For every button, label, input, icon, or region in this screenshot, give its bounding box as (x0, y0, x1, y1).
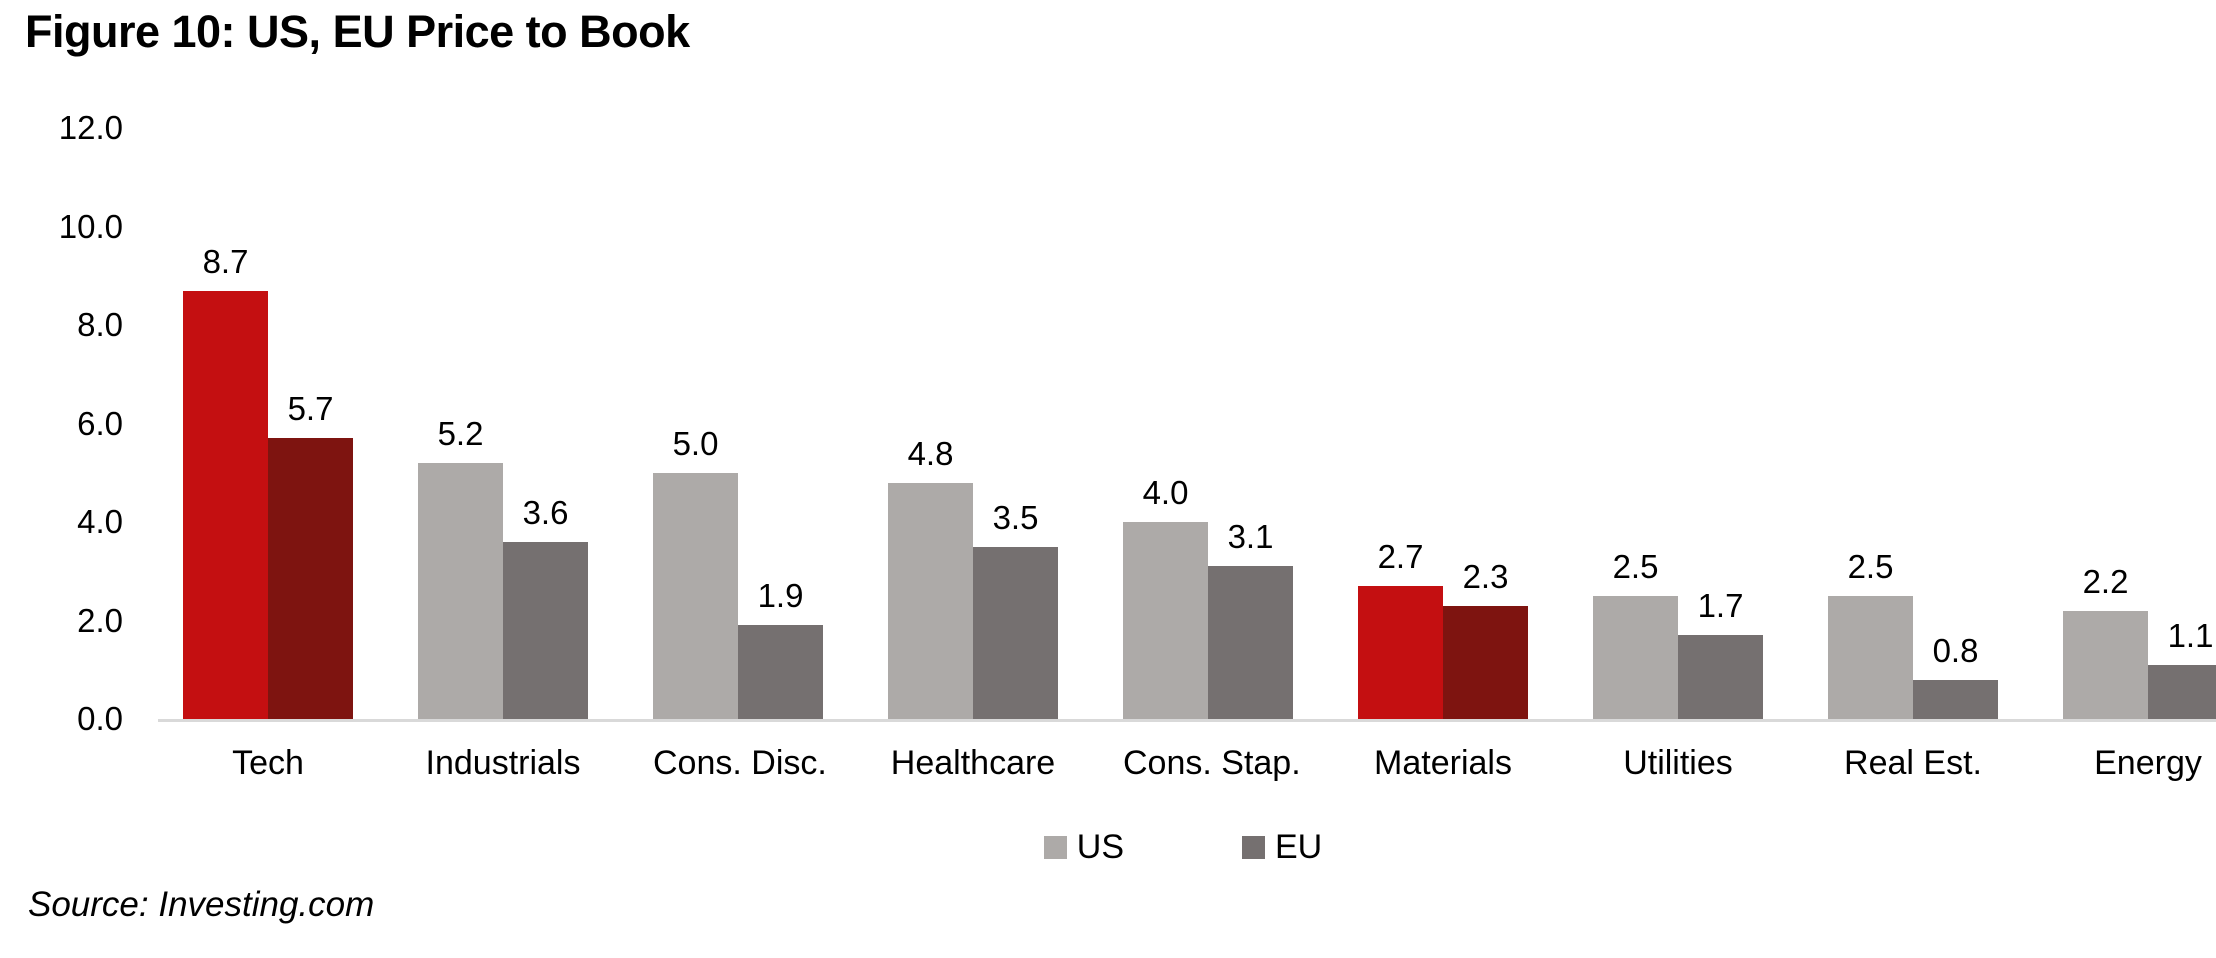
value-label-us-real-est: 2.5 (1847, 547, 1894, 585)
value-label-eu-cons-stap: 3.1 (1227, 518, 1274, 556)
value-label-us-energy: 2.2 (2082, 562, 2129, 600)
bar-group-tech: 8.7 5.7 (183, 128, 353, 719)
bar-group-utilities: 2.5 1.7 (1593, 128, 1763, 719)
bar-us-industrials: 5.2 (418, 415, 503, 719)
bar-group-energy: 2.2 1.1 (2063, 128, 2216, 719)
bar-us-materials: 2.7 (1358, 538, 1443, 719)
legend-swatch-us (1043, 836, 1067, 859)
y-tick-label: 0.0 (77, 700, 123, 737)
bar-us-healthcare: 4.8 (888, 435, 973, 719)
x-tick-label-tech: Tech (232, 744, 304, 782)
bar-eu-utilities: 1.7 (1678, 587, 1763, 719)
legend: US EU (158, 828, 2208, 867)
value-label-eu-industrials: 3.6 (522, 493, 569, 531)
value-label-us-cons-stap: 4.0 (1142, 474, 1189, 511)
source-note: Source: Investing.com (28, 885, 375, 924)
bar-group-healthcare: 4.8 3.5 (888, 128, 1058, 719)
bar-eu-healthcare: 3.5 (973, 499, 1058, 719)
legend-item-us: US (1043, 828, 1124, 867)
bar-eu-materials: 2.3 (1443, 558, 1528, 719)
value-label-eu-tech: 5.7 (287, 390, 334, 428)
x-tick-label-cons-stap: Cons. Stap. (1123, 744, 1301, 782)
value-label-eu-materials: 2.3 (1462, 557, 1509, 595)
bar-us-cons-stap: 4.0 (1123, 474, 1208, 719)
value-label-us-industrials: 5.2 (437, 414, 484, 452)
x-tick-label-cons-disc: Cons. Disc. (653, 744, 827, 782)
y-tick-label: 2.0 (77, 601, 123, 639)
bar-group-real-est: 2.5 0.8 (1828, 128, 1998, 719)
x-tick-label-industrials: Industrials (425, 744, 581, 782)
bar-us-energy: 2.2 (2063, 563, 2148, 719)
bar-eu-tech: 5.7 (268, 390, 353, 719)
value-label-us-tech: 8.7 (202, 242, 249, 280)
y-axis: 12.0 10.0 8.0 6.0 4.0 2.0 0.0 (0, 109, 123, 737)
bar-group-cons-disc: 5.0 1.9 (653, 128, 823, 719)
y-tick-label: 4.0 (77, 503, 123, 540)
x-tick-label-real-est: Real Est. (1844, 744, 1982, 782)
value-label-eu-healthcare: 3.5 (992, 498, 1039, 536)
value-label-eu-real-est: 0.8 (1932, 631, 1979, 669)
y-tick-label: 10.0 (58, 207, 123, 245)
value-label-eu-energy: 1.1 (2167, 616, 2214, 654)
bar-eu-cons-disc: 1.9 (738, 577, 823, 719)
bar-group-materials: 2.7 2.3 (1358, 128, 1528, 719)
bar-us-utilities: 2.5 (1593, 548, 1678, 719)
value-label-eu-utilities: 1.7 (1697, 587, 1744, 625)
bar-eu-real-est: 0.8 (1913, 632, 1998, 719)
value-label-us-materials: 2.7 (1377, 538, 1424, 576)
legend-item-eu: EU (1242, 828, 1322, 867)
bar-eu-energy: 1.1 (2148, 617, 2216, 719)
x-tick-label-materials: Materials (1374, 744, 1512, 782)
legend-label-us: US (1076, 828, 1124, 866)
bar-group-industrials: 5.2 3.6 (418, 128, 588, 719)
value-label-us-cons-disc: 5.0 (672, 424, 719, 462)
x-tick-label-healthcare: Healthcare (890, 744, 1056, 782)
x-axis: Tech Industrials Cons. Disc. Healthcare Cons… (158, 744, 2216, 783)
bar-group-cons-stap: 4.0 3.1 (1123, 128, 1293, 719)
x-tick-label-energy: Energy (2094, 744, 2202, 782)
chart-title: Figure 10: US, EU Price to Book (25, 6, 690, 57)
y-tick-label: 6.0 (77, 404, 123, 442)
plot-area: 8.7 5.7 5.2 3.6 5.0 1.9 4.8 3.5 4.0 3.1 2.7 2.3 2.5 1… (158, 128, 2216, 722)
legend-label-eu: EU (1275, 828, 1323, 866)
y-tick-label: 12.0 (58, 109, 123, 146)
bar-us-cons-disc: 5.0 (653, 425, 738, 719)
bar-us-real-est: 2.5 (1828, 548, 1913, 719)
value-label-us-healthcare: 4.8 (907, 434, 954, 472)
bar-eu-industrials: 3.6 (503, 494, 588, 719)
legend-swatch-eu (1242, 836, 1265, 859)
value-label-eu-cons-disc: 1.9 (757, 577, 804, 615)
y-tick-label: 8.0 (77, 306, 123, 343)
x-tick-label-utilities: Utilities (1623, 744, 1733, 782)
bar-us-tech: 8.7 (183, 243, 268, 719)
value-label-us-utilities: 2.5 (1612, 547, 1659, 585)
bar-eu-cons-stap: 3.1 (1208, 518, 1293, 719)
